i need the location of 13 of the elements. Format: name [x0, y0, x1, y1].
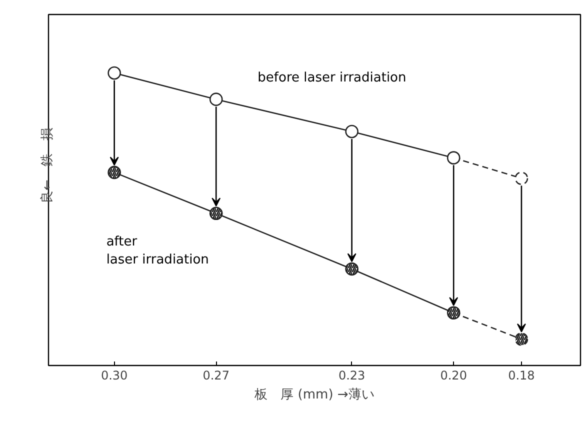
point: [345, 124, 358, 138]
x-tick-label: 0.23: [338, 368, 366, 382]
point: [108, 66, 121, 80]
x-tick-label: 0.18: [508, 368, 535, 382]
y-axis-title: 良← 鉄 損: [40, 128, 55, 204]
point: [209, 92, 223, 106]
series-label: before laser irradiation: [258, 70, 406, 86]
x-tick-label: 0.27: [202, 368, 230, 382]
x-tick-label: 0.20: [440, 368, 467, 382]
x-tick-label: 0.30: [100, 368, 128, 382]
x-axis-title: 板 厚 (mm) →薄い: [254, 388, 374, 402]
series-label: after laser irradiation: [106, 234, 209, 268]
point: [514, 172, 528, 185]
